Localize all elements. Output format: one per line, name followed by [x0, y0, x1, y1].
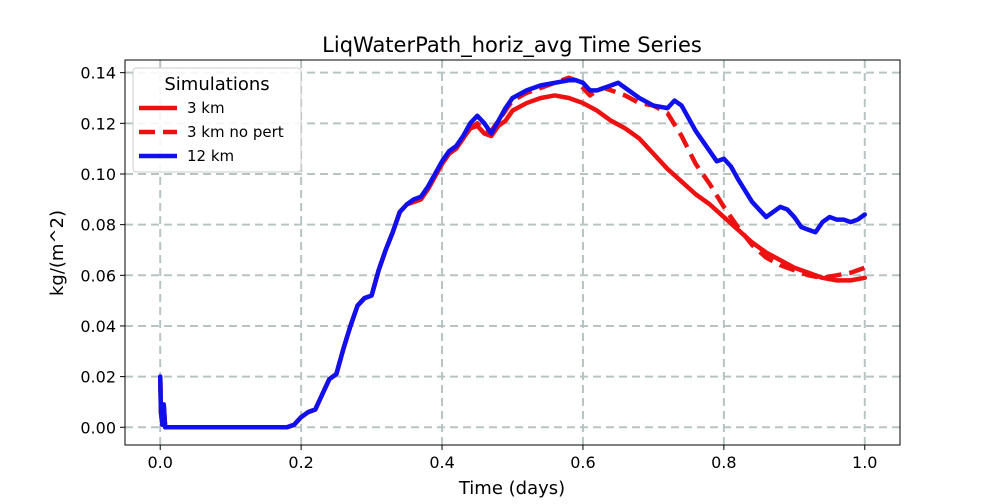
x-tick-label: 1.0: [852, 453, 877, 472]
plot-frame: [124, 59, 901, 446]
x-tick-label: 0.4: [429, 453, 454, 472]
legend-title: Simulations: [164, 74, 269, 95]
y-axis-label: kg/(m^2): [47, 210, 68, 296]
y-tick-label: 0.12: [80, 114, 116, 133]
y-tick-label: 0.10: [80, 165, 116, 184]
legend-entries: 3 km 3 km no pert 12 km: [139, 99, 284, 165]
y-tick-label: 0.08: [80, 216, 116, 235]
series-lines: [157, 75, 868, 430]
legend-box: [132, 67, 302, 173]
x-tick-label: 0.2: [288, 453, 313, 472]
axis-ticks: 0.0 0.2 0.4 0.6 0.8 1.0 0.00 0.02 0.04 0.06 0.08 0.…: [80, 64, 877, 472]
x-tick-label: 0.0: [148, 453, 173, 472]
y-tick-label: 0.00: [80, 418, 116, 437]
x-tick-label: 0.8: [711, 453, 736, 472]
legend: Simulations 3 km 3 km no pert 12 km: [132, 67, 302, 173]
y-tick-label: 0.04: [80, 317, 116, 336]
x-axis-label: Time (days): [458, 478, 565, 499]
y-tick-label: 0.02: [80, 368, 116, 387]
x-tick-label: 0.6: [570, 453, 595, 472]
y-tick-label: 0.06: [80, 266, 116, 285]
y-tick-label: 0.14: [80, 64, 116, 83]
legend-label: 12 km: [187, 147, 234, 165]
legend-label: 3 km no pert: [187, 123, 284, 141]
chart-title: LiqWaterPath_horiz_avg Time Series: [322, 33, 702, 58]
series-line-3: [157, 78, 868, 430]
legend-label: 3 km: [187, 99, 225, 117]
